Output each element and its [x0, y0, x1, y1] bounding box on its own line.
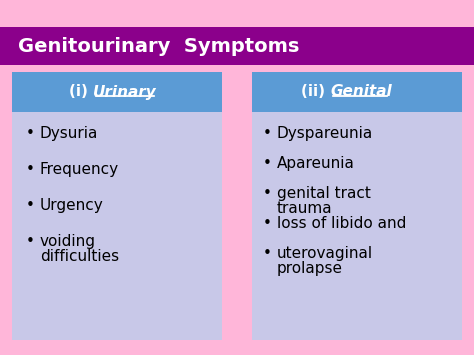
Text: •: • — [26, 198, 35, 213]
Text: •: • — [26, 234, 35, 249]
Text: (ii): (ii) — [301, 84, 330, 99]
Text: •: • — [263, 246, 272, 261]
Text: uterovaginal: uterovaginal — [277, 246, 373, 261]
Text: Frequency: Frequency — [40, 162, 119, 177]
Text: •: • — [26, 162, 35, 177]
Text: difficulties: difficulties — [40, 249, 119, 264]
Text: loss of libido and: loss of libido and — [277, 216, 406, 231]
Text: Apareunia: Apareunia — [277, 156, 355, 171]
FancyBboxPatch shape — [252, 72, 462, 112]
Text: voiding: voiding — [40, 234, 96, 249]
FancyBboxPatch shape — [12, 72, 222, 112]
Text: trauma: trauma — [277, 201, 333, 216]
Text: Genitourinary  Symptoms: Genitourinary Symptoms — [18, 37, 300, 55]
Text: •: • — [263, 126, 272, 141]
Text: Dysuria: Dysuria — [40, 126, 99, 141]
Text: genital tract: genital tract — [277, 186, 371, 201]
FancyBboxPatch shape — [252, 72, 462, 340]
Text: •: • — [263, 186, 272, 201]
FancyBboxPatch shape — [0, 27, 474, 65]
Text: •: • — [263, 156, 272, 171]
Text: Genital: Genital — [330, 84, 392, 99]
FancyBboxPatch shape — [12, 72, 222, 340]
Text: •: • — [263, 216, 272, 231]
Text: Urgency: Urgency — [40, 198, 104, 213]
Text: (i): (i) — [69, 84, 93, 99]
Text: prolapse: prolapse — [277, 261, 343, 276]
Text: Dyspareunia: Dyspareunia — [277, 126, 373, 141]
Text: Urinary: Urinary — [93, 84, 157, 99]
Text: •: • — [26, 126, 35, 141]
